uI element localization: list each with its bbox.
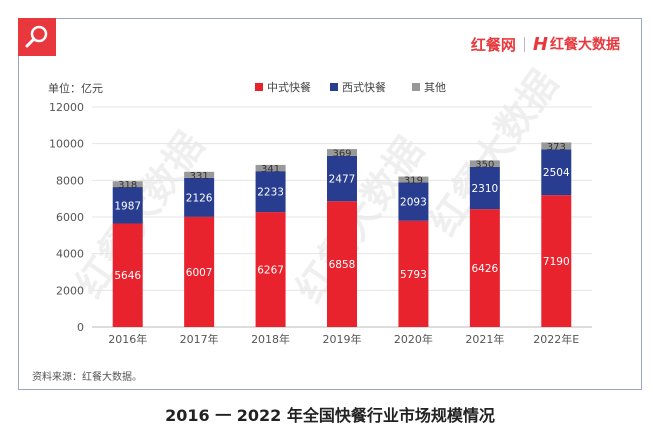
brand-name-primary: 红餐网 [470,35,516,54]
bar-segment-2 [327,155,357,202]
bar-segment-3 [255,164,286,172]
legend-label: 其他 [424,81,446,94]
x-axis-labels: 2016年 2017年 2018年 2019年 2020年 2021年 2022年E [108,332,579,346]
data-label: 373 [547,142,566,153]
bar-segment-1 [469,209,500,327]
y-tick-label: 12000 [49,101,84,114]
legend-label: 西式快餐 [342,80,386,94]
y-tick-label: 10000 [49,138,84,151]
legend: 中式快餐 西式快餐 其他 [255,80,446,94]
data-label: 6426 [471,263,498,275]
bar-segment-2 [541,149,572,196]
bar-segment-1 [255,212,286,327]
data-label: 369 [332,148,351,159]
source-note: 资料来源：红餐大数据。 [32,372,142,383]
x-tick-label: 2018年 [251,332,290,346]
data-label: 2233 [257,187,284,199]
data-label: 5646 [114,270,141,282]
search-badge [18,18,56,56]
x-tick-label: 2019年 [323,332,362,346]
bar-segment-2 [255,171,286,213]
data-label: 341 [261,164,280,175]
legend-label: 中式快餐 [267,80,311,94]
data-label: 7190 [543,256,570,268]
bar-segment-1 [184,216,215,327]
y-tick-label: 8000 [56,174,84,187]
bar-segment-1 [327,201,357,327]
brand-logo: 红餐网 H 红餐大数据 [470,33,620,55]
x-tick-label: 2022年E [533,332,579,346]
chart-caption: 2016 一 2022 年全国快餐行业市场规模情况 [165,406,495,425]
legend-swatch [255,83,263,91]
bar-segment-1 [112,223,143,327]
brand-separator [523,36,525,52]
y-tick-label: 2000 [56,284,84,297]
data-label: 2504 [543,167,570,179]
bar-segment-3 [398,176,429,183]
bars: 5646 1987 318 6007 2126 331 6267 2233 341 6858 247… [112,142,572,327]
x-tick-label: 2020年 [394,332,433,346]
data-label: 5793 [400,269,427,281]
bar-segment-3 [112,181,143,188]
bar-segment-3 [541,142,572,150]
bar-segment-1 [398,220,429,327]
y-axis-ticks: 0 2000 4000 6000 8000 10000 12000 [49,101,84,334]
data-label: 6007 [186,267,213,279]
x-tick-label: 2016年 [108,332,147,346]
data-label: 2477 [329,174,356,186]
data-label: 2093 [400,197,427,209]
unit-label: 单位：亿元 [48,81,103,95]
bar-segment-3 [184,171,215,178]
bar-segment-2 [112,187,143,224]
bar-segment-2 [184,177,215,217]
data-label: 350 [475,160,494,171]
y-tick-label: 0 [77,321,84,334]
data-label: 2126 [186,192,213,204]
x-tick-label: 2021年 [465,332,504,346]
bar-segment-2 [469,166,500,210]
data-label: 331 [190,171,209,182]
data-label: 6858 [329,259,356,271]
x-tick-label: 2017年 [180,332,219,346]
y-tick-label: 6000 [56,211,84,224]
brand-name-secondary: 红餐大数据 [550,37,620,53]
data-label: 2310 [471,183,498,195]
bar-segment-1 [541,195,572,327]
legend-swatch [412,83,420,91]
data-label: 6267 [257,265,284,277]
bar-segment-3 [327,149,357,156]
data-label: 318 [118,180,137,191]
search-icon [25,25,48,48]
y-tick-label: 4000 [56,248,84,261]
bar-segment-3 [469,160,500,167]
bar-segment-2 [398,182,429,221]
data-label: 319 [404,175,423,186]
legend-swatch [330,83,338,91]
data-label: 1987 [114,200,141,212]
brand-mark: H [532,33,548,55]
